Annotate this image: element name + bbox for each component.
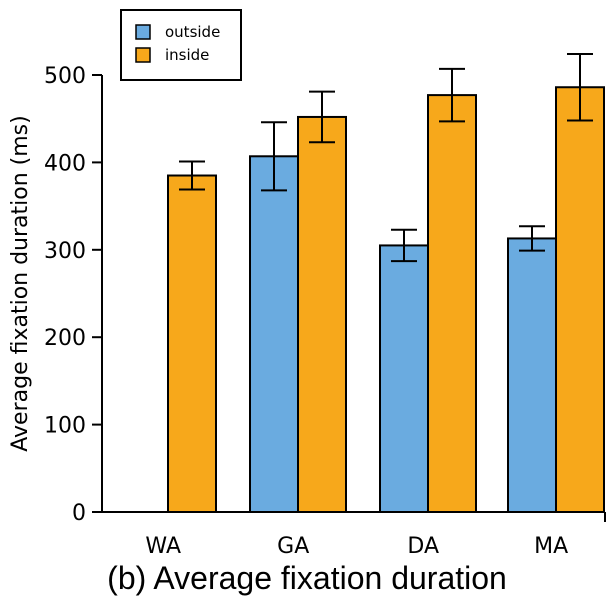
bar-inside-wa [167, 174, 217, 513]
y-tick-label: 200 [44, 326, 86, 351]
y-tick-label: 100 [44, 414, 86, 439]
legend-swatch-outside [135, 24, 151, 40]
error-bars [179, 53, 593, 263]
legend-label-outside: outside [165, 23, 220, 41]
figure-caption: (b) Average fixation duration [107, 560, 507, 596]
bar-outside-ma [507, 237, 557, 514]
bar-inside-ma [555, 86, 605, 514]
legend: outside inside [120, 9, 242, 81]
y-axis-label: Average fixation duration (ms) [8, 115, 33, 451]
legend-label-inside: inside [165, 46, 209, 64]
x-tick-label-ga: GA [277, 534, 309, 559]
bar-inside-da [427, 94, 477, 514]
bar-chart: 0 100 200 300 400 500 WA GA DA MA Average fixatio… [8, 9, 606, 559]
bar-outside-ga [249, 155, 299, 513]
legend-box [120, 9, 242, 81]
y-tick-label: 300 [44, 239, 86, 264]
y-tick-label: 0 [72, 501, 86, 526]
bar-inside-ga [297, 115, 347, 514]
x-tick-label-da: DA [407, 534, 439, 559]
x-tick-label-ma: MA [534, 534, 568, 559]
x-tick-label-wa: WA [145, 534, 181, 559]
bars [167, 86, 605, 514]
bar-outside-da [379, 244, 429, 513]
tick-labels: 0 100 200 300 400 500 WA GA DA MA [44, 64, 568, 559]
y-tick-label: 400 [44, 151, 86, 176]
legend-swatch-inside [135, 47, 151, 63]
y-tick-label: 500 [44, 64, 86, 89]
